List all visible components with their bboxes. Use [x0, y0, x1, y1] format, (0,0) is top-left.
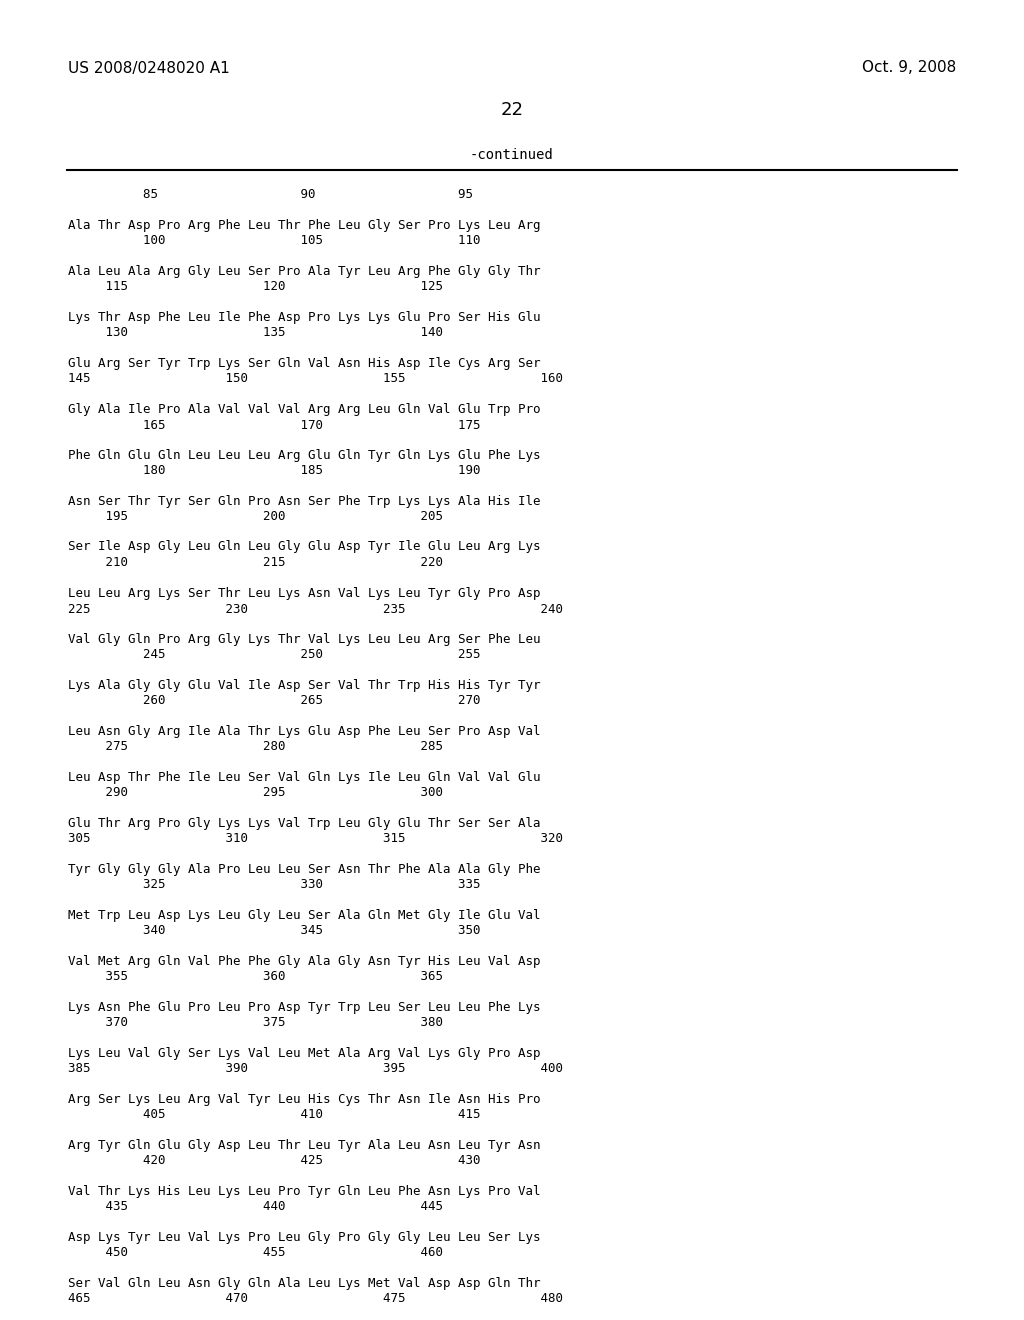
Text: 405                  410                  415: 405 410 415 — [68, 1109, 480, 1122]
Text: 290                  295                  300: 290 295 300 — [68, 787, 443, 800]
Text: Arg Tyr Gln Glu Gly Asp Leu Thr Leu Tyr Ala Leu Asn Leu Tyr Asn: Arg Tyr Gln Glu Gly Asp Leu Thr Leu Tyr … — [68, 1138, 541, 1151]
Text: Ser Ile Asp Gly Leu Gln Leu Gly Glu Asp Tyr Ile Glu Leu Arg Lys: Ser Ile Asp Gly Leu Gln Leu Gly Glu Asp … — [68, 540, 541, 553]
Text: 245                  250                  255: 245 250 255 — [68, 648, 480, 661]
Text: Lys Leu Val Gly Ser Lys Val Leu Met Ala Arg Val Lys Gly Pro Asp: Lys Leu Val Gly Ser Lys Val Leu Met Ala … — [68, 1047, 541, 1060]
Text: Leu Asp Thr Phe Ile Leu Ser Val Gln Lys Ile Leu Gln Val Val Glu: Leu Asp Thr Phe Ile Leu Ser Val Gln Lys … — [68, 771, 541, 784]
Text: 420                  425                  430: 420 425 430 — [68, 1155, 480, 1167]
Text: 260                  265                  270: 260 265 270 — [68, 694, 480, 708]
Text: 130                  135                  140: 130 135 140 — [68, 326, 443, 339]
Text: 435                  440                  445: 435 440 445 — [68, 1200, 443, 1213]
Text: Gly Ala Ile Pro Ala Val Val Val Arg Arg Leu Gln Val Glu Trp Pro: Gly Ala Ile Pro Ala Val Val Val Arg Arg … — [68, 403, 541, 416]
Text: 85                   90                   95: 85 90 95 — [68, 189, 473, 202]
Text: 180                  185                  190: 180 185 190 — [68, 465, 480, 478]
Text: Ser Val Gln Leu Asn Gly Gln Ala Leu Lys Met Val Asp Asp Gln Thr: Ser Val Gln Leu Asn Gly Gln Ala Leu Lys … — [68, 1276, 541, 1290]
Text: 355                  360                  365: 355 360 365 — [68, 970, 443, 983]
Text: 22: 22 — [501, 102, 523, 119]
Text: Asn Ser Thr Tyr Ser Gln Pro Asn Ser Phe Trp Lys Lys Ala His Ile: Asn Ser Thr Tyr Ser Gln Pro Asn Ser Phe … — [68, 495, 541, 507]
Text: Leu Leu Arg Lys Ser Thr Leu Lys Asn Val Lys Leu Tyr Gly Pro Asp: Leu Leu Arg Lys Ser Thr Leu Lys Asn Val … — [68, 586, 541, 599]
Text: 305                  310                  315                  320: 305 310 315 320 — [68, 833, 563, 846]
Text: 165                  170                  175: 165 170 175 — [68, 418, 480, 432]
Text: 340                  345                  350: 340 345 350 — [68, 924, 480, 937]
Text: Tyr Gly Gly Gly Ala Pro Leu Leu Ser Asn Thr Phe Ala Ala Gly Phe: Tyr Gly Gly Gly Ala Pro Leu Leu Ser Asn … — [68, 862, 541, 875]
Text: 385                  390                  395                  400: 385 390 395 400 — [68, 1063, 563, 1076]
Text: Phe Gln Glu Gln Leu Leu Leu Arg Glu Gln Tyr Gln Lys Glu Phe Lys: Phe Gln Glu Gln Leu Leu Leu Arg Glu Gln … — [68, 449, 541, 462]
Text: 225                  230                  235                  240: 225 230 235 240 — [68, 602, 563, 615]
Text: 465                  470                  475                  480: 465 470 475 480 — [68, 1292, 563, 1305]
Text: 210                  215                  220: 210 215 220 — [68, 557, 443, 569]
Text: Met Trp Leu Asp Lys Leu Gly Leu Ser Ala Gln Met Gly Ile Glu Val: Met Trp Leu Asp Lys Leu Gly Leu Ser Ala … — [68, 908, 541, 921]
Text: Lys Thr Asp Phe Leu Ile Phe Asp Pro Lys Lys Glu Pro Ser His Glu: Lys Thr Asp Phe Leu Ile Phe Asp Pro Lys … — [68, 310, 541, 323]
Text: Glu Arg Ser Tyr Trp Lys Ser Gln Val Asn His Asp Ile Cys Arg Ser: Glu Arg Ser Tyr Trp Lys Ser Gln Val Asn … — [68, 356, 541, 370]
Text: Lys Ala Gly Gly Glu Val Ile Asp Ser Val Thr Trp His His Tyr Tyr: Lys Ala Gly Gly Glu Val Ile Asp Ser Val … — [68, 678, 541, 692]
Text: Glu Thr Arg Pro Gly Lys Lys Val Trp Leu Gly Glu Thr Ser Ser Ala: Glu Thr Arg Pro Gly Lys Lys Val Trp Leu … — [68, 817, 541, 829]
Text: Ala Thr Asp Pro Arg Phe Leu Thr Phe Leu Gly Ser Pro Lys Leu Arg: Ala Thr Asp Pro Arg Phe Leu Thr Phe Leu … — [68, 219, 541, 231]
Text: Leu Asn Gly Arg Ile Ala Thr Lys Glu Asp Phe Leu Ser Pro Asp Val: Leu Asn Gly Arg Ile Ala Thr Lys Glu Asp … — [68, 725, 541, 738]
Text: Val Thr Lys His Leu Lys Leu Pro Tyr Gln Leu Phe Asn Lys Pro Val: Val Thr Lys His Leu Lys Leu Pro Tyr Gln … — [68, 1184, 541, 1197]
Text: 370                  375                  380: 370 375 380 — [68, 1016, 443, 1030]
Text: Oct. 9, 2008: Oct. 9, 2008 — [862, 61, 956, 75]
Text: 100                  105                  110: 100 105 110 — [68, 235, 480, 248]
Text: Ala Leu Ala Arg Gly Leu Ser Pro Ala Tyr Leu Arg Phe Gly Gly Thr: Ala Leu Ala Arg Gly Leu Ser Pro Ala Tyr … — [68, 264, 541, 277]
Text: Arg Ser Lys Leu Arg Val Tyr Leu His Cys Thr Asn Ile Asn His Pro: Arg Ser Lys Leu Arg Val Tyr Leu His Cys … — [68, 1093, 541, 1105]
Text: Val Gly Gln Pro Arg Gly Lys Thr Val Lys Leu Leu Arg Ser Phe Leu: Val Gly Gln Pro Arg Gly Lys Thr Val Lys … — [68, 632, 541, 645]
Text: 195                  200                  205: 195 200 205 — [68, 511, 443, 524]
Text: Asp Lys Tyr Leu Val Lys Pro Leu Gly Pro Gly Gly Leu Leu Ser Lys: Asp Lys Tyr Leu Val Lys Pro Leu Gly Pro … — [68, 1230, 541, 1243]
Text: 325                  330                  335: 325 330 335 — [68, 879, 480, 891]
Text: Val Met Arg Gln Val Phe Phe Gly Ala Gly Asn Tyr His Leu Val Asp: Val Met Arg Gln Val Phe Phe Gly Ala Gly … — [68, 954, 541, 968]
Text: 275                  280                  285: 275 280 285 — [68, 741, 443, 754]
Text: 450                  455                  460: 450 455 460 — [68, 1246, 443, 1259]
Text: US 2008/0248020 A1: US 2008/0248020 A1 — [68, 61, 229, 75]
Text: 115                  120                  125: 115 120 125 — [68, 281, 443, 293]
Text: 145                  150                  155                  160: 145 150 155 160 — [68, 372, 563, 385]
Text: -continued: -continued — [470, 148, 554, 162]
Text: Lys Asn Phe Glu Pro Leu Pro Asp Tyr Trp Leu Ser Leu Leu Phe Lys: Lys Asn Phe Glu Pro Leu Pro Asp Tyr Trp … — [68, 1001, 541, 1014]
